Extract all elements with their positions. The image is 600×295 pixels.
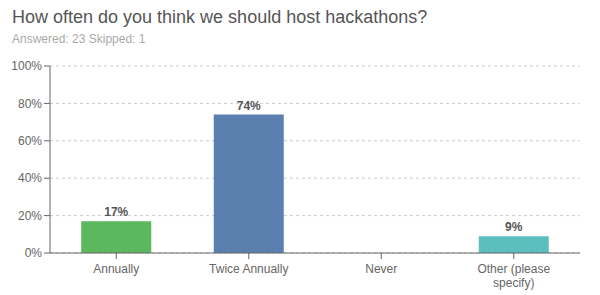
svg-text:80%: 80% [18,97,42,111]
svg-text:9%: 9% [505,220,523,234]
html-text:How often do you think we shou: How often do you think we should host ha… [12,7,428,27]
svg-text:40%: 40% [18,171,42,185]
svg-text:Never: Never [365,262,397,276]
svg-text:Twice Annually: Twice Annually [209,262,288,276]
svg-text:20%: 20% [18,209,42,223]
svg-text:0%: 0% [25,246,43,260]
svg-text:17%: 17% [104,205,128,219]
svg-text:100%: 100% [11,59,42,73]
svg-text:74%: 74% [237,99,261,113]
svg-text:Annually: Annually [93,262,139,276]
svg-text:Other (pleasespecify): Other (pleasespecify) [477,262,550,290]
html-text:Answered: 23 Skipped: 1: Answered: 23 Skipped: 1 [12,32,146,46]
svg-text:60%: 60% [18,134,42,148]
